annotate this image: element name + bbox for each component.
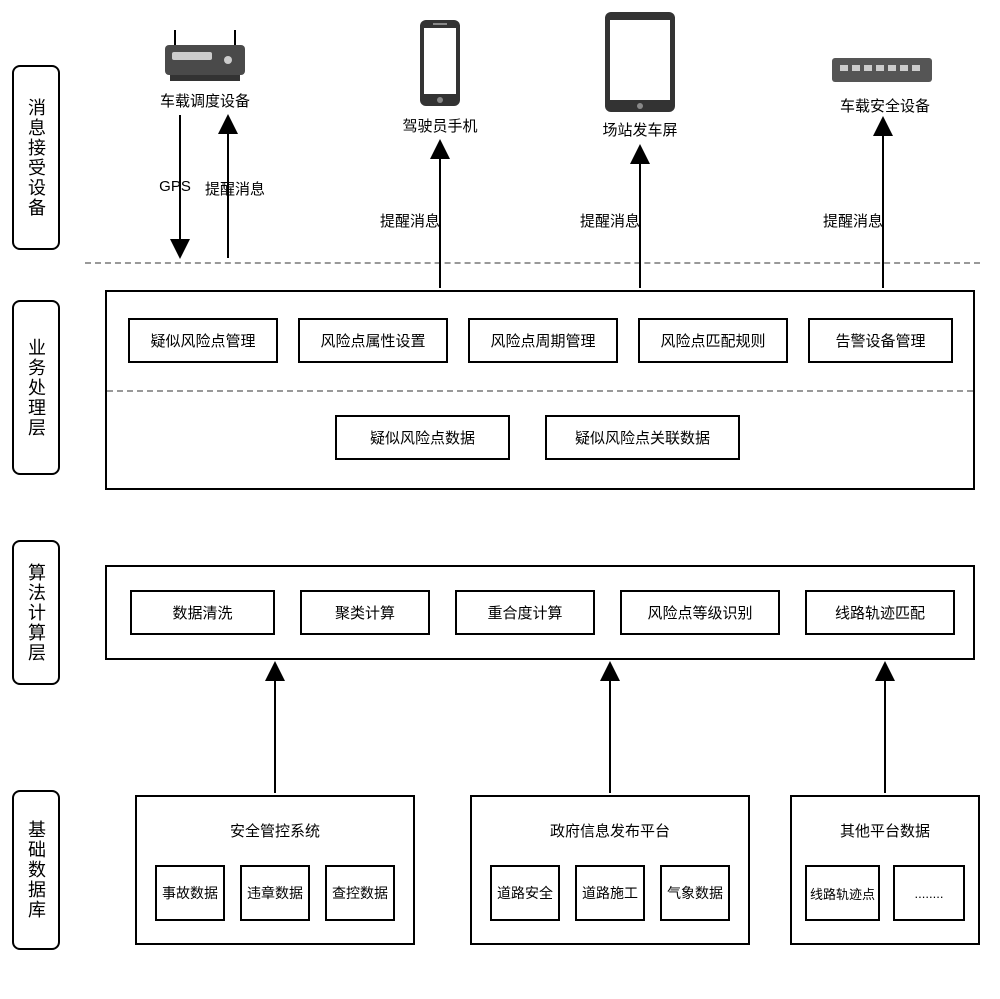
msg3-label: 提醒消息 [575,210,645,231]
biz-b7: 疑似风险点关联数据 [545,415,740,460]
db-g1-title: 安全管控系统 [135,820,415,841]
db-g2-3: 气象数据 [660,865,730,921]
dashed-biz [107,390,973,392]
layer-label-algo: 算法计算层 [12,540,60,685]
biz-b2: 风险点属性设置 [298,318,448,363]
biz-b4: 风险点匹配规则 [638,318,788,363]
db-g1-1: 事故数据 [155,865,225,921]
db-g1-3: 查控数据 [325,865,395,921]
device1-label: 车载调度设备 [155,90,255,111]
device2-label: 驾驶员手机 [395,115,485,136]
db-g2-2: 道路施工 [575,865,645,921]
device4-label: 车载安全设备 [835,95,935,116]
algo-a3: 重合度计算 [455,590,595,635]
msg1-label: 提醒消息 [200,178,270,199]
phone-icon [415,18,465,108]
db-g2-title: 政府信息发布平台 [470,820,750,841]
algo-a2: 聚类计算 [300,590,430,635]
biz-b3: 风险点周期管理 [468,318,618,363]
algo-a5: 线路轨迹匹配 [805,590,955,635]
db-g3-title: 其他平台数据 [790,820,980,841]
layer-label-business: 业务处理层 [12,300,60,475]
tablet-icon [600,10,680,115]
biz-b6: 疑似风险点数据 [335,415,510,460]
msg4-label: 提醒消息 [818,210,888,231]
algo-a4: 风险点等级识别 [620,590,780,635]
device3-label: 场站发车屏 [595,119,685,140]
msg2-label: 提醒消息 [375,210,445,231]
db-g3-2: ........ [893,865,965,921]
switch-icon [830,50,935,90]
gps-label: GPS [155,178,195,195]
db-g1-2: 违章数据 [240,865,310,921]
biz-b5: 告警设备管理 [808,318,953,363]
db-g3-1: 线路轨迹点 [805,865,880,921]
dashed-top [85,262,980,264]
biz-b1: 疑似风险点管理 [128,318,278,363]
layer-label-devices: 消息接受设备 [12,65,60,250]
db-g2-1: 道路安全 [490,865,560,921]
router-icon [160,30,250,85]
algo-a1: 数据清洗 [130,590,275,635]
layer-label-db: 基础数据库 [12,790,60,950]
